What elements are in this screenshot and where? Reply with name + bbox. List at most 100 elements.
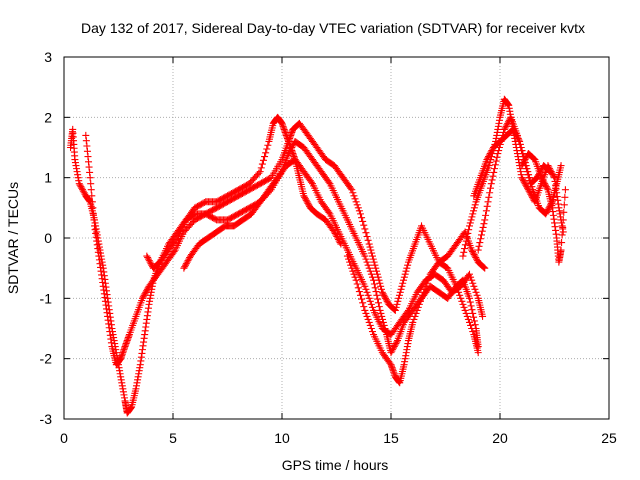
data-point-interp — [469, 279, 477, 287]
data-point-interp — [411, 312, 419, 320]
data-point — [561, 186, 569, 194]
data-point-interp — [307, 178, 315, 186]
data-point-interp — [285, 148, 293, 156]
data-point-interp — [478, 227, 486, 235]
data-point-interp — [366, 243, 374, 251]
data-point-interp — [325, 178, 333, 186]
data-point-interp — [524, 171, 532, 179]
data-point-interp — [535, 171, 543, 179]
data-point-interp — [486, 159, 494, 167]
data-point-interp — [355, 207, 363, 215]
data-point — [481, 216, 489, 224]
data-point-interp — [182, 260, 190, 268]
data-point — [75, 180, 83, 188]
data-point-interp — [460, 303, 468, 311]
data-point-interp — [521, 159, 529, 167]
data-point-interp — [360, 221, 368, 229]
data-point-interp — [529, 154, 537, 162]
data-point-interp — [376, 279, 384, 287]
data-point-interp — [463, 312, 471, 320]
data-point-interp — [79, 187, 87, 195]
data-point-interp — [353, 201, 361, 209]
data-point-interp — [467, 273, 475, 281]
data-point-interp — [455, 288, 463, 296]
data-point-interp — [261, 153, 269, 161]
data-point — [180, 264, 188, 272]
data-point-interp — [88, 192, 96, 200]
data-point-interp — [470, 317, 478, 325]
data-point-interp — [348, 264, 356, 272]
data-point-interp — [471, 321, 479, 329]
data-point — [387, 349, 395, 357]
data-point-interp — [479, 223, 487, 231]
data-point-interp — [484, 198, 492, 206]
data-point-interp — [518, 150, 526, 158]
data-point-interp — [382, 296, 390, 304]
data-point — [465, 294, 473, 302]
data-point-interp — [470, 313, 478, 321]
y-tick-label: -3 — [40, 411, 53, 427]
data-point-interp — [399, 279, 407, 287]
data-point-interp — [183, 258, 191, 266]
data-point-interp — [367, 300, 375, 308]
data-point — [481, 264, 489, 272]
data-point-interp — [394, 297, 402, 305]
data-point-interp — [356, 291, 364, 299]
data-point-interp — [403, 264, 411, 272]
data-point — [409, 318, 417, 326]
x-tick-label: 0 — [60, 430, 68, 446]
data-point-interp — [359, 299, 367, 307]
data-point-interp — [361, 225, 369, 233]
data-point — [361, 306, 369, 314]
data-point — [461, 306, 469, 314]
data-point-interp — [536, 169, 544, 177]
data-point-interp — [517, 144, 525, 151]
data-point-interp — [477, 231, 485, 239]
data-point-interp — [375, 303, 383, 311]
data-point-interp — [181, 263, 189, 271]
data-point-interp — [560, 208, 568, 216]
data-point-interp — [382, 294, 390, 302]
data-point-interp — [369, 255, 377, 263]
data-point-interp — [336, 239, 344, 247]
data-point-interp — [486, 184, 494, 192]
data-point — [533, 174, 541, 182]
data-point-interp — [415, 300, 423, 308]
data-point-interp — [371, 284, 379, 292]
data-point-interp — [519, 177, 527, 185]
data-point-interp — [471, 252, 479, 260]
data-point-interp — [360, 303, 368, 311]
data-point-interp — [373, 267, 381, 275]
data-point-interp — [362, 285, 370, 293]
data-point — [352, 276, 360, 284]
data-point-interp — [473, 291, 481, 299]
data-point-interp — [464, 315, 472, 323]
data-point-interp — [377, 282, 385, 290]
data-point — [465, 270, 473, 278]
data-point-interp — [466, 219, 474, 227]
data-point-interp — [288, 144, 296, 151]
x-tick-label: 20 — [492, 430, 508, 446]
data-point-interp — [87, 186, 95, 194]
data-point-interp — [410, 315, 418, 323]
data-point-interp — [371, 261, 379, 269]
data-point-interp — [522, 165, 530, 173]
data-point-interp — [363, 288, 371, 296]
data-point — [372, 264, 380, 272]
data-point-interp — [379, 290, 387, 298]
y-tick-label: 3 — [44, 49, 52, 65]
data-point-interp — [390, 343, 398, 351]
data-point-interp — [461, 241, 469, 249]
data-point-interp — [470, 282, 478, 290]
data-point-interp — [500, 128, 508, 136]
data-point-interp — [389, 346, 397, 354]
data-point — [513, 131, 521, 139]
data-point-interp — [504, 119, 512, 127]
data-point-interp — [422, 282, 430, 290]
data-point-interp — [258, 160, 266, 168]
data-point — [485, 162, 493, 170]
data-point-interp — [519, 153, 527, 161]
data-point-interp — [542, 181, 550, 189]
data-point-interp — [537, 166, 545, 174]
data-point-interp — [472, 288, 480, 296]
